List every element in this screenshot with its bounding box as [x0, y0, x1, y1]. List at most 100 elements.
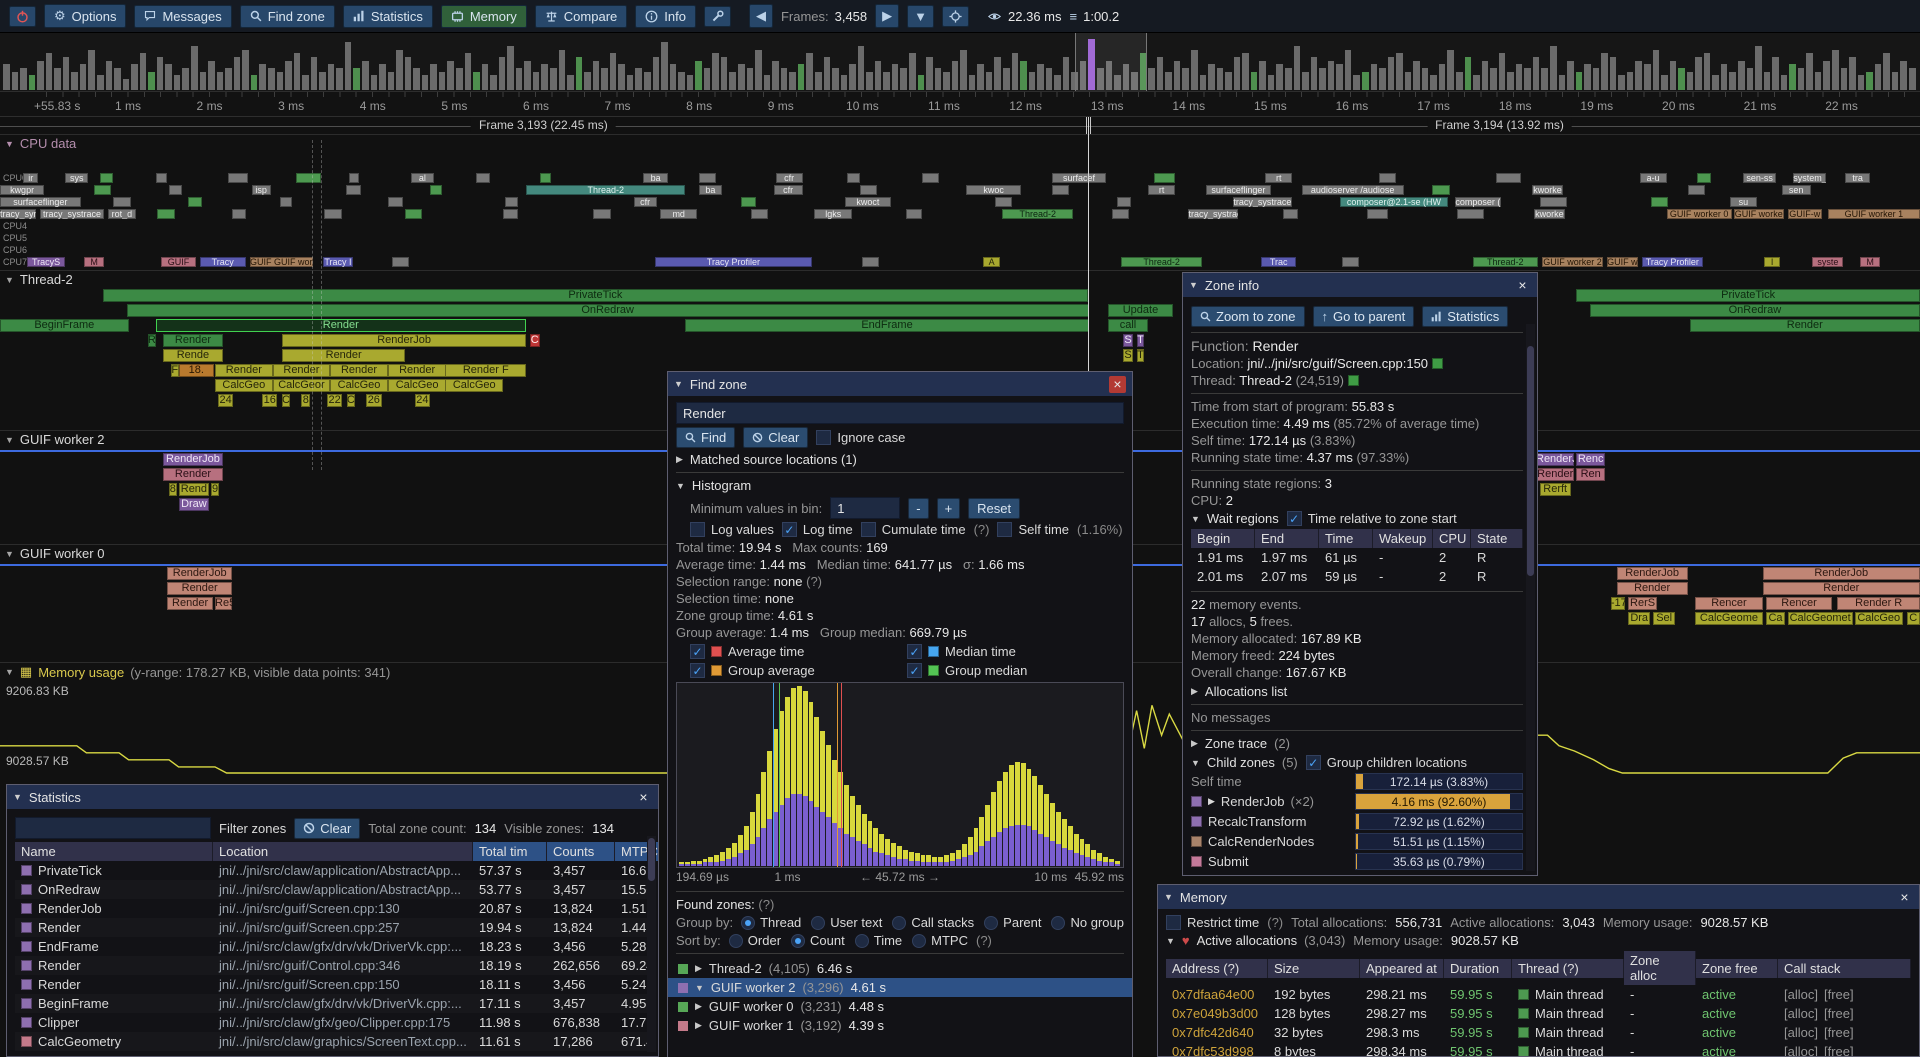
zone-kwoc[interactable]: kwoc	[965, 185, 1022, 195]
column-header[interactable]: Size	[1268, 958, 1360, 978]
zone-ca[interactable]: Ca	[1766, 612, 1785, 625]
zone-syste[interactable]: syste	[1812, 257, 1844, 267]
frame-bar[interactable]	[1823, 60, 1831, 90]
frame-bar[interactable]	[1789, 64, 1796, 90]
frame-bar[interactable]	[1421, 68, 1429, 90]
zone[interactable]	[1111, 209, 1129, 219]
min-bin-input[interactable]: 1	[830, 497, 901, 519]
frame-bar[interactable]	[473, 71, 480, 90]
zone[interactable]	[1495, 173, 1521, 183]
frame-bar[interactable]	[1473, 75, 1480, 90]
frame-bar[interactable]	[199, 71, 207, 90]
zone-render[interactable]: Render	[1616, 582, 1688, 595]
frame-bar[interactable]	[1703, 53, 1711, 90]
zone[interactable]	[1539, 197, 1567, 207]
frame-bar[interactable]	[1447, 49, 1454, 90]
callstack-free[interactable]: [free]	[1823, 1044, 1854, 1056]
zone-c[interactable]: C	[346, 394, 356, 407]
frame-bar[interactable]	[131, 64, 138, 90]
frame-bar[interactable]	[1481, 60, 1489, 90]
group-children-checkbox[interactable]: ✓ Group children locations	[1305, 755, 1467, 770]
zone[interactable]	[1367, 209, 1389, 219]
zone[interactable]	[906, 209, 922, 219]
time-ruler[interactable]: +55.83 s 1 ms 2 ms 3 ms 4 ms 5 ms 6 ms 7 ms 8 ms…	[0, 92, 1920, 117]
matched-source-locations-tree[interactable]: ▶ Matched source locations (1)	[676, 452, 1124, 467]
info-button[interactable]: Info	[635, 4, 696, 28]
histogram-bar[interactable]	[908, 686, 914, 866]
frame-bar[interactable]	[1883, 53, 1890, 90]
frame-bar[interactable]	[669, 64, 677, 90]
frame-bar[interactable]	[917, 75, 925, 90]
frame-bar[interactable]	[1370, 64, 1378, 90]
histogram-bar[interactable]	[867, 686, 873, 866]
zone-renderjob[interactable]: RenderJob	[163, 453, 223, 466]
compare-button[interactable]: Compare	[534, 4, 628, 28]
clear-filter-button[interactable]: Clear	[294, 817, 361, 839]
column-header[interactable]: Wakeup	[1373, 529, 1433, 548]
zone-rende[interactable]: Rende	[163, 349, 223, 362]
frame-bar[interactable]	[1233, 57, 1241, 90]
histogram-bar[interactable]	[955, 686, 961, 866]
zone[interactable]	[741, 197, 757, 207]
frame-bar[interactable]	[1182, 68, 1190, 90]
group-arrow-icon[interactable]: ▶	[1208, 796, 1215, 806]
find-button[interactable]: Find	[676, 427, 736, 448]
frame-bar[interactable]	[37, 60, 44, 90]
frame-bar[interactable]	[1199, 75, 1207, 90]
zone-rers[interactable]: RerS	[1628, 597, 1657, 610]
zone-al[interactable]: al	[410, 173, 434, 183]
frame-bar[interactable]	[1276, 64, 1284, 90]
zone-privatetick[interactable]: PrivateTick	[102, 289, 1088, 302]
frame-bar[interactable]	[874, 60, 882, 90]
frame-bar[interactable]	[891, 64, 899, 90]
zone[interactable]	[228, 173, 248, 183]
allocations-list-tree[interactable]: ▶ Allocations list	[1191, 684, 1523, 699]
statistics-table-header[interactable]: Name Location Total tim Counts MTPC	[15, 842, 658, 861]
column-header[interactable]: Address (?)	[1166, 958, 1268, 978]
zone-ren[interactable]: Ren	[1576, 468, 1606, 481]
frame-bar[interactable]	[1216, 68, 1224, 90]
zone[interactable]	[921, 173, 939, 183]
histogram-bar[interactable]	[779, 686, 785, 866]
frame-bar[interactable]	[1319, 68, 1326, 90]
zone-onredraw[interactable]: OnRedraw	[1589, 304, 1920, 317]
zone[interactable]	[503, 209, 519, 219]
column-header[interactable]: Thread (?)	[1512, 958, 1624, 978]
zone[interactable]	[1052, 185, 1070, 195]
frame-bar[interactable]	[319, 71, 326, 90]
frame-bar[interactable]	[105, 60, 113, 90]
reset-button[interactable]: Reset	[968, 497, 1021, 519]
frame-bar[interactable]	[404, 57, 412, 90]
zone-surfacef[interactable]: surfacef	[1052, 173, 1106, 183]
histogram-bar[interactable]	[979, 686, 985, 866]
legend-checkbox[interactable]: ✓ Average time	[690, 644, 907, 659]
found-zone-group[interactable]: ▶ Thread-2 (4,105) 6.46 s	[668, 959, 1132, 978]
zone-calcgeo[interactable]: CalcGeo	[1854, 612, 1903, 625]
zone[interactable]	[1457, 209, 1485, 219]
frame-bar[interactable]	[977, 64, 984, 90]
histogram-tree[interactable]: ▼ Histogram	[676, 478, 1124, 493]
collapse-icon[interactable]: ▼	[674, 379, 683, 389]
histogram-bar[interactable]	[896, 686, 902, 866]
frame-bar[interactable]	[1515, 64, 1523, 90]
zoom-to-zone-button[interactable]: Zoom to zone	[1191, 306, 1305, 327]
frame-bar[interactable]	[1549, 46, 1557, 90]
table-row[interactable]: PrivateTick jni/../jni/src/claw/applicat…	[15, 861, 650, 880]
histogram-bar[interactable]	[714, 686, 720, 866]
table-row[interactable]: 0x7dfc42d640 32 bytes 298.3 ms 59.95 s M…	[1166, 1023, 1911, 1042]
frame-bar[interactable]	[1002, 68, 1010, 90]
frame-bar[interactable]	[1832, 49, 1839, 90]
frame-label[interactable]: Frame 3,194 (13.92 ms)	[1427, 118, 1572, 132]
allocation-address[interactable]: 0x7e049b3d00	[1172, 1006, 1259, 1021]
frame-bar[interactable]	[1532, 57, 1540, 90]
frame-bar[interactable]	[507, 46, 514, 90]
statistics-titlebar[interactable]: ▼ Statistics ×	[7, 785, 658, 809]
zone-call[interactable]: call	[1107, 319, 1149, 332]
frame-bar[interactable]	[1105, 60, 1113, 90]
frame-bar[interactable]	[285, 60, 292, 90]
frame-bar[interactable]	[148, 71, 155, 90]
zone-update[interactable]: Update	[1107, 304, 1174, 317]
zone[interactable]	[846, 173, 861, 183]
frame-bar[interactable]	[1088, 39, 1095, 90]
frame-bar[interactable]	[1584, 64, 1591, 90]
